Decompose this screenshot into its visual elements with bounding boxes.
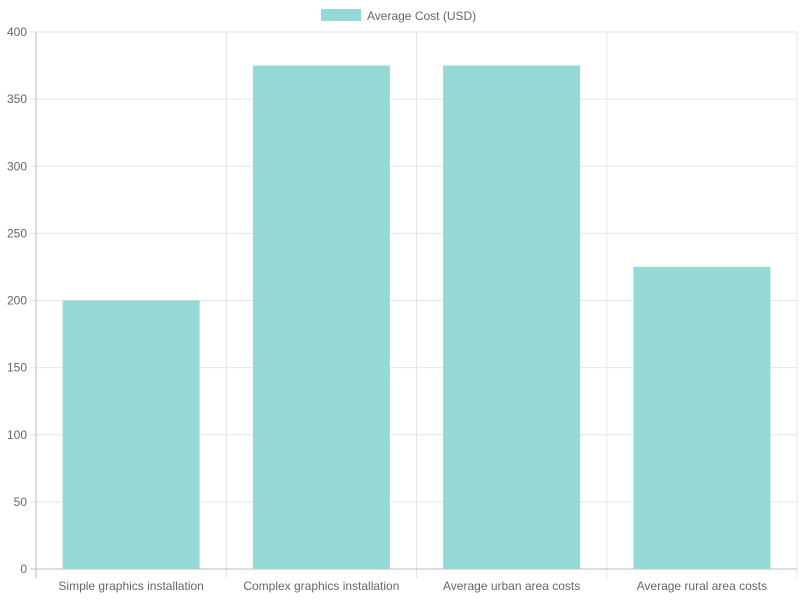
- y-tick-label: 400: [7, 25, 27, 39]
- legend-label[interactable]: Average Cost (USD): [367, 9, 476, 23]
- bar[interactable]: [443, 65, 581, 569]
- bar[interactable]: [62, 300, 200, 570]
- x-tick-label: Complex graphics installation: [243, 579, 399, 593]
- bar[interactable]: [633, 266, 771, 569]
- y-tick-label: 100: [7, 428, 27, 442]
- bar[interactable]: [252, 65, 390, 569]
- y-tick-label: 0: [20, 562, 27, 576]
- y-tick-label: 50: [14, 495, 28, 509]
- x-tick-label: Average rural area costs: [637, 579, 768, 593]
- y-tick-label: 350: [7, 92, 27, 106]
- y-tick-label: 300: [7, 159, 27, 173]
- x-tick-label: Average urban area costs: [443, 579, 580, 593]
- y-tick-label: 250: [7, 226, 27, 240]
- tick-labels: 0 50 100 150 200 250 300 350 400 Simple graphics …: [7, 25, 767, 593]
- bars: [62, 65, 771, 570]
- legend[interactable]: Average Cost (USD): [321, 9, 476, 23]
- y-tick-label: 150: [7, 361, 27, 375]
- legend-swatch[interactable]: [321, 9, 361, 21]
- x-tick-label: Simple graphics installation: [58, 579, 203, 593]
- y-tick-label: 200: [7, 294, 27, 308]
